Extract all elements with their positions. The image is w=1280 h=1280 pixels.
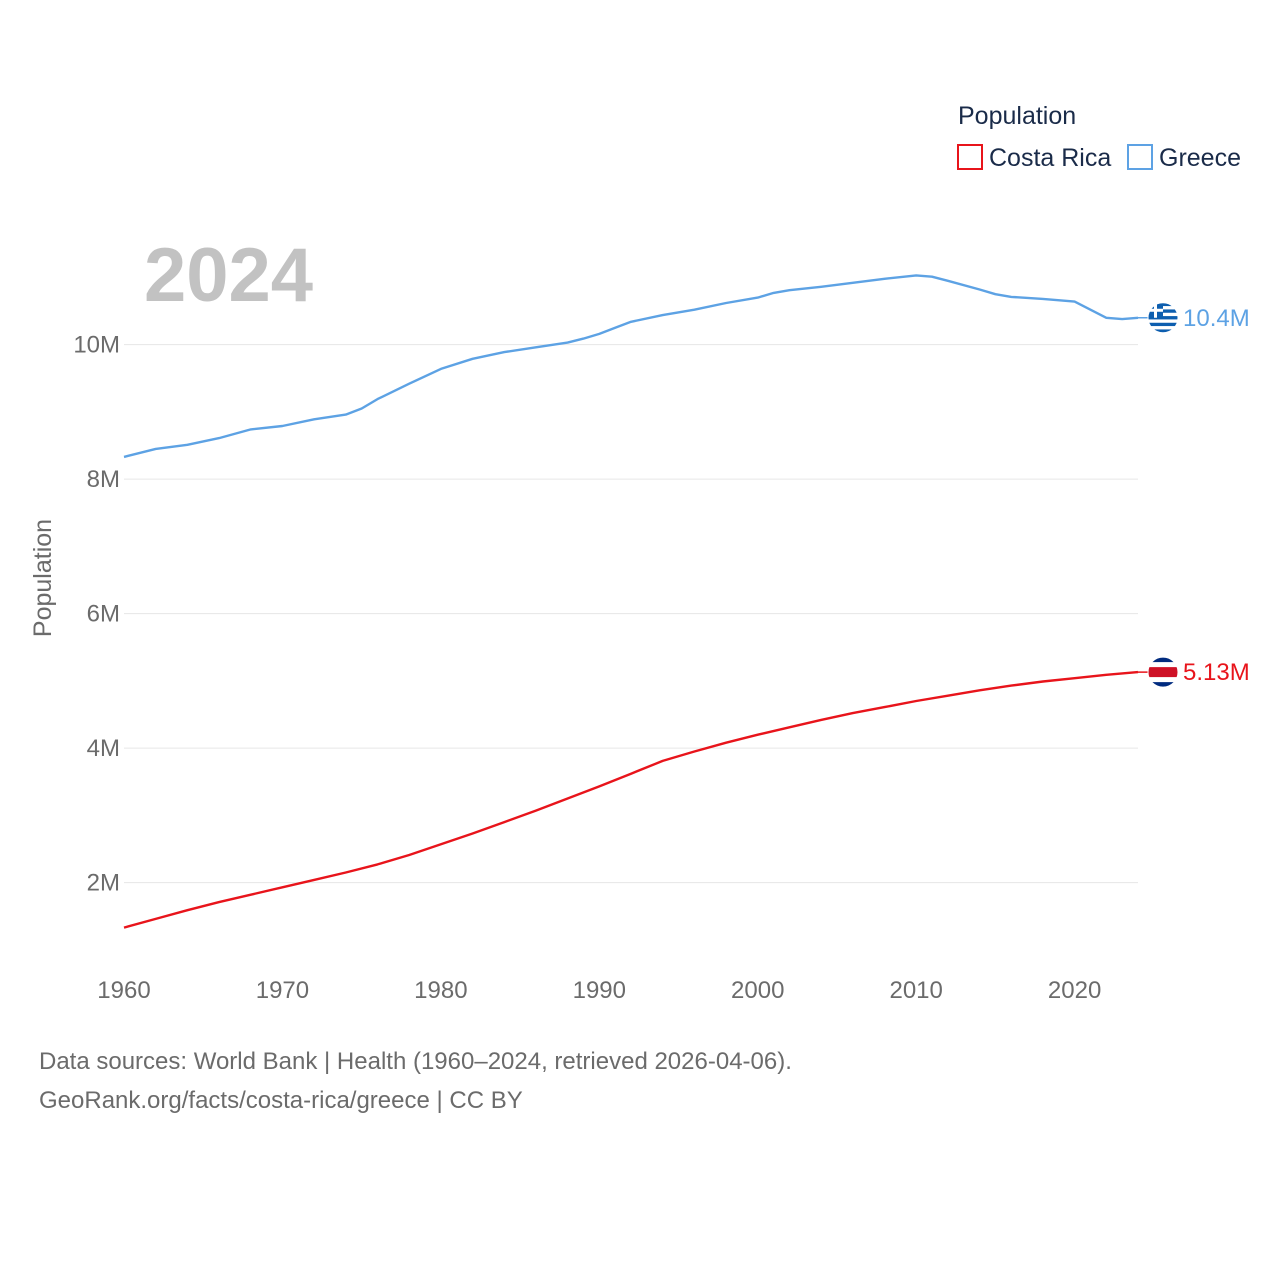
y-tick-label: 6M <box>87 601 120 628</box>
legend: Population Costa Rica Greece <box>957 102 1241 172</box>
x-tick-label: 1970 <box>256 977 309 1004</box>
legend-title: Population <box>958 102 1076 130</box>
y-tick-label: 10M <box>73 332 120 359</box>
x-tick-label: 1990 <box>573 977 626 1004</box>
legend-swatch-costa-rica[interactable] <box>957 144 983 170</box>
x-tick-label: 2010 <box>889 977 942 1004</box>
x-tick-label: 1960 <box>97 977 150 1004</box>
y-tick-label: 8M <box>87 466 120 493</box>
x-tick-label: 2020 <box>1048 977 1101 1004</box>
y-tick-label: 4M <box>87 735 120 762</box>
y-tick-label: 2M <box>87 870 120 897</box>
greece-flag-icon <box>1148 302 1178 333</box>
series-line-costa-rica[interactable] <box>123 670 1139 929</box>
end-markers: 5.13M 10.4M <box>1138 302 1250 688</box>
legend-swatch-greece[interactable] <box>1127 144 1153 170</box>
source-line-2: GeoRank.org/facts/costa-rica/greece | CC… <box>39 1087 523 1114</box>
series-line-greece[interactable] <box>123 274 1139 459</box>
year-label: 2024 <box>144 233 313 318</box>
x-tick-label: 1980 <box>414 977 467 1004</box>
legend-label-greece[interactable]: Greece <box>1159 144 1241 172</box>
end-value-label: 5.13M <box>1183 659 1250 686</box>
gridlines <box>124 344 1138 884</box>
x-tick-label: 2000 <box>731 977 784 1004</box>
costa-rica-flag-icon <box>1148 657 1178 688</box>
x-axis-ticks: 1960 1970 1980 1990 2000 2010 2020 <box>97 977 1101 1004</box>
flag-border <box>1147 302 1179 334</box>
y-axis-ticks: 2M 4M 6M 8M 10M <box>73 332 120 897</box>
legend-label-costa-rica[interactable]: Costa Rica <box>989 144 1111 172</box>
source-line-1: Data sources: World Bank | Health (1960–… <box>39 1048 792 1075</box>
end-value-label: 10.4M <box>1183 305 1250 332</box>
series-layer <box>123 274 1139 929</box>
flag-border <box>1147 656 1179 688</box>
y-axis-title: Population <box>29 519 57 637</box>
